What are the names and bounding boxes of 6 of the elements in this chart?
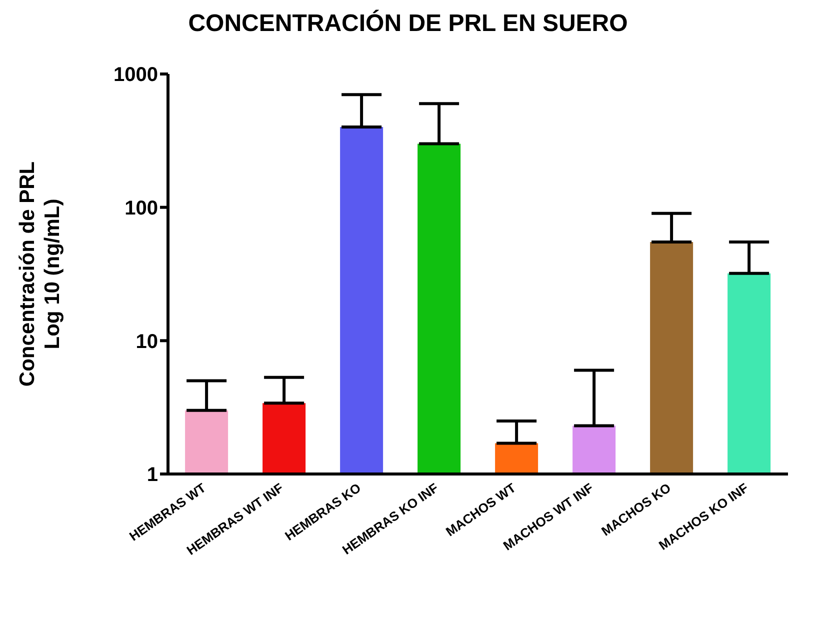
y-axis-title: Concentración de PRL Log 10 (ng/mL) [16, 161, 64, 387]
y-tick-label: 1 [146, 464, 158, 486]
chart-title: CONCENTRACIÓN DE PRL EN SUERO [187, 10, 629, 39]
y-tick-label: 100 [124, 197, 158, 220]
y-tick-label: 1000 [114, 64, 158, 86]
y-tick-label: 10 [136, 330, 158, 353]
